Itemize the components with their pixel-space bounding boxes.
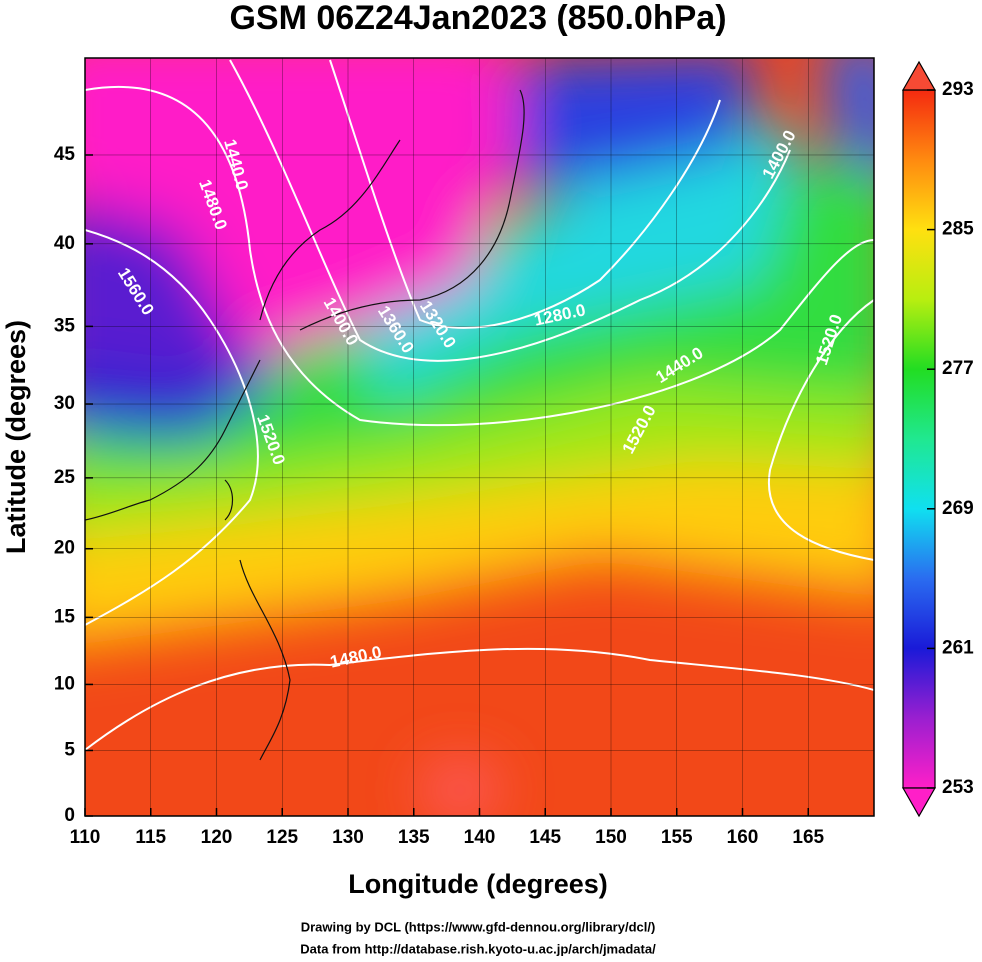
colorbar-tick-label: 269 <box>942 498 974 519</box>
x-tick-label: 155 <box>661 827 693 848</box>
colorbar-tick-label: 253 <box>942 777 974 798</box>
y-tick-label: 45 <box>54 144 76 165</box>
x-axis-label: Longitude (degrees) <box>348 869 608 899</box>
colorbar-extend-bottom <box>901 787 937 818</box>
credit: Drawing by DCL (https://www.gfd-dennou.o… <box>301 919 656 934</box>
colorbar-tick-label: 293 <box>942 79 974 100</box>
coastlines <box>85 89 525 761</box>
x-tick-label: 165 <box>792 827 824 848</box>
y-tick-label: 20 <box>54 538 75 559</box>
x-tick-label: 160 <box>727 827 759 848</box>
credit: Data from http://database.rish.kyoto-u.a… <box>300 941 656 956</box>
x-tick-label: 135 <box>398 827 430 848</box>
colorbar: 253 261 269 277 285 293 <box>901 60 974 818</box>
y-tick-label: 0 <box>64 805 75 826</box>
y-tick-label: 25 <box>54 467 76 488</box>
x-tick-label: 115 <box>135 827 166 848</box>
colorbar-tick-label: 277 <box>942 358 974 379</box>
y-tick-label: 30 <box>54 393 75 414</box>
y-tick-label: 35 <box>54 315 76 336</box>
y-axis-label: Latitude (degrees) <box>1 320 31 554</box>
x-tick-label: 150 <box>595 827 627 848</box>
x-tick-label: 120 <box>201 827 233 848</box>
y-tick-label: 10 <box>54 673 75 694</box>
x-tick-label: 145 <box>529 827 561 848</box>
colorbar-extend-top <box>901 60 937 91</box>
x-tick-label: 125 <box>266 827 298 848</box>
colorbar-tick-label: 261 <box>942 637 974 658</box>
y-tick-label: 5 <box>64 739 75 760</box>
contour-lines <box>85 59 874 751</box>
y-tick-label: 40 <box>54 233 75 254</box>
x-tick-label: 130 <box>332 827 364 848</box>
y-tick-label: 15 <box>54 606 76 627</box>
x-tick-label: 110 <box>70 827 101 848</box>
colorbar-scale <box>902 89 936 789</box>
colorbar-tick-label: 285 <box>942 219 974 240</box>
grid <box>84 58 874 817</box>
x-tick-label: 140 <box>464 827 496 848</box>
chart-title: GSM 06Z24Jan2023 (850.0hPa) <box>229 0 726 37</box>
